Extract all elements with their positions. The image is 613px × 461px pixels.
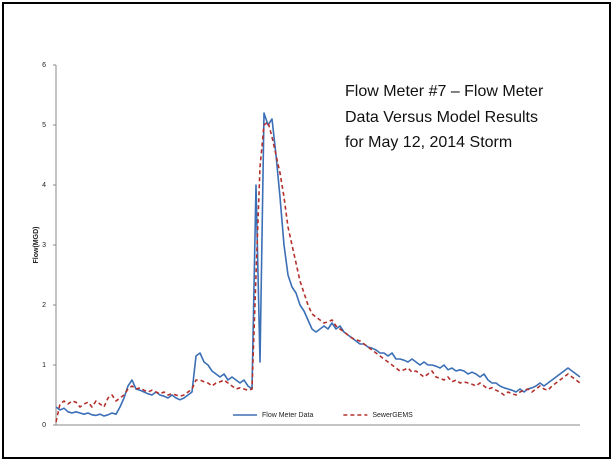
legend-label: SewerGEMS [372,412,413,419]
y-tick-label: 5 [42,122,46,129]
y-tick-label: 6 [42,62,46,69]
series-line [55,112,581,417]
y-tick-label: 0 [42,422,46,429]
y-tick-label: 4 [42,182,46,189]
chart-title: Flow Meter #7 – Flow Meter Data Versus M… [345,83,544,151]
y-tick-label: 2 [42,302,46,309]
y-tick-label: 1 [42,362,46,369]
y-tick-label: 3 [42,242,46,249]
y-axis-label: Flow(MGD) [33,227,40,264]
series-line [55,121,581,423]
legend-label: Flow Meter Data [262,412,313,419]
